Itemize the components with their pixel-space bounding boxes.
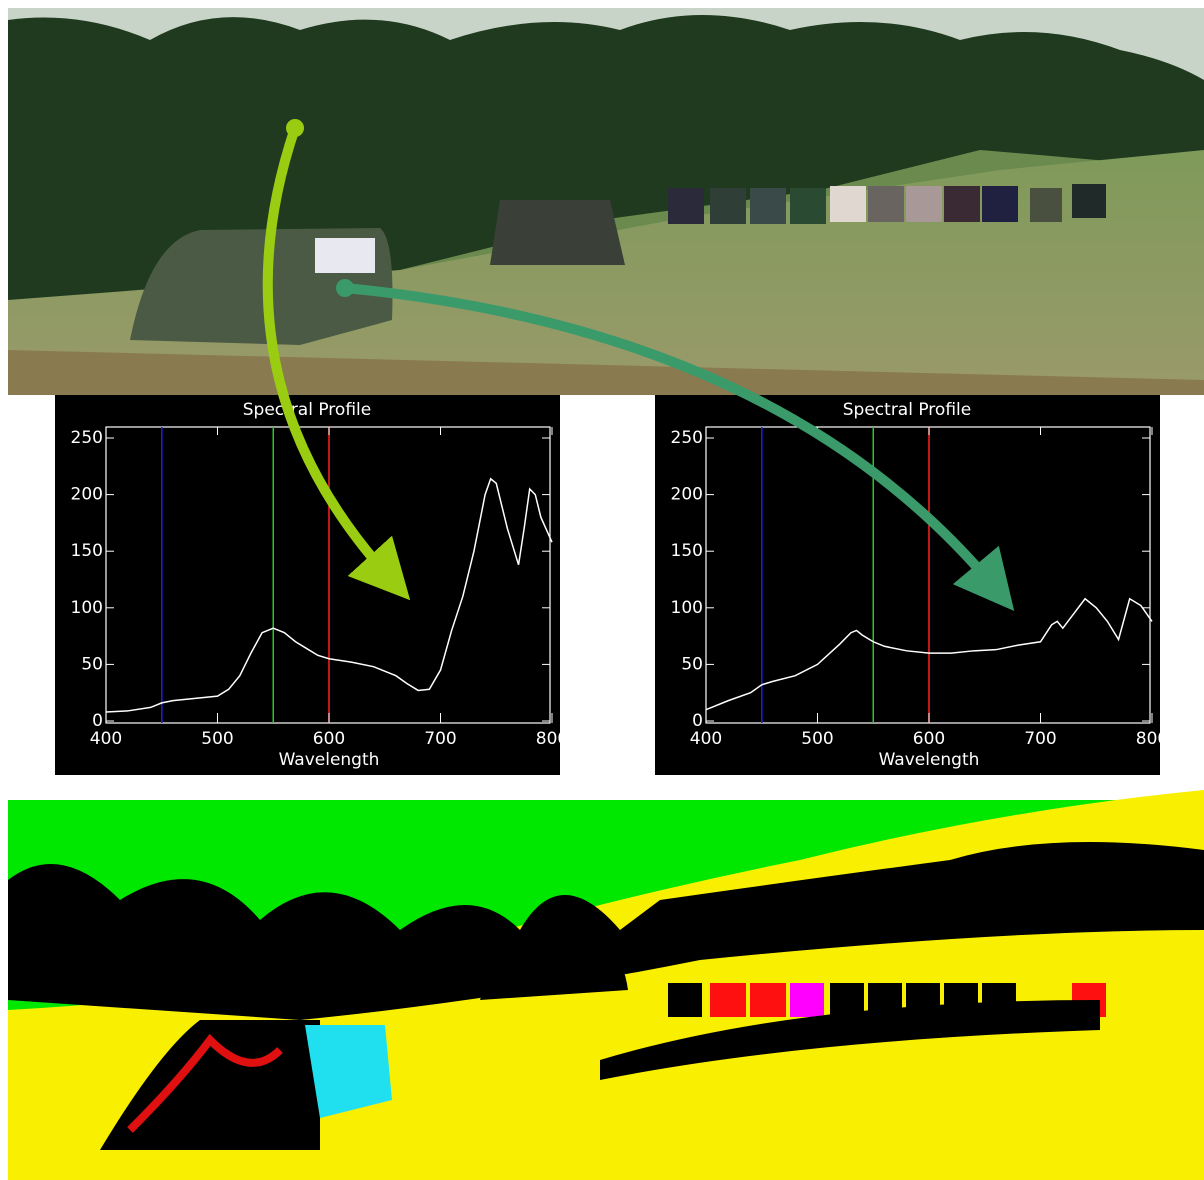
y-tick-label: 50 [81,654,103,674]
y-tick-label: 150 [71,541,103,561]
y-tick-label: 250 [671,428,703,448]
x-tick-label: 600 [913,729,945,749]
chart-title: Spectral Profile [843,400,971,420]
y-tick-label: 200 [671,485,703,505]
x-tick-label: 500 [201,729,233,749]
x-tick-label: 800 [536,729,568,749]
chart-title: Spectral Profile [243,400,371,420]
x-tick-label: 800 [1136,729,1168,749]
x-axis-label: Wavelength [879,750,980,770]
y-tick-label: 250 [71,428,103,448]
x-axis-label: Wavelength [279,750,380,770]
y-tick-label: 0 [92,711,103,731]
figure: Spectral Profile050100150200250400500600… [0,0,1204,1180]
x-tick-label: 700 [424,729,456,749]
x-tick-label: 400 [690,729,722,749]
classification-map [8,790,1204,1180]
x-tick-label: 700 [1024,729,1056,749]
y-tick-label: 0 [692,711,703,731]
y-tick-label: 50 [681,654,703,674]
y-tick-label: 100 [71,598,103,618]
y-tick-label: 150 [671,541,703,561]
y-tick-label: 100 [671,598,703,618]
x-tick-label: 600 [313,729,345,749]
chart-panel [655,395,1160,775]
y-tick-label: 200 [71,485,103,505]
x-tick-label: 400 [90,729,122,749]
x-tick-label: 500 [801,729,833,749]
